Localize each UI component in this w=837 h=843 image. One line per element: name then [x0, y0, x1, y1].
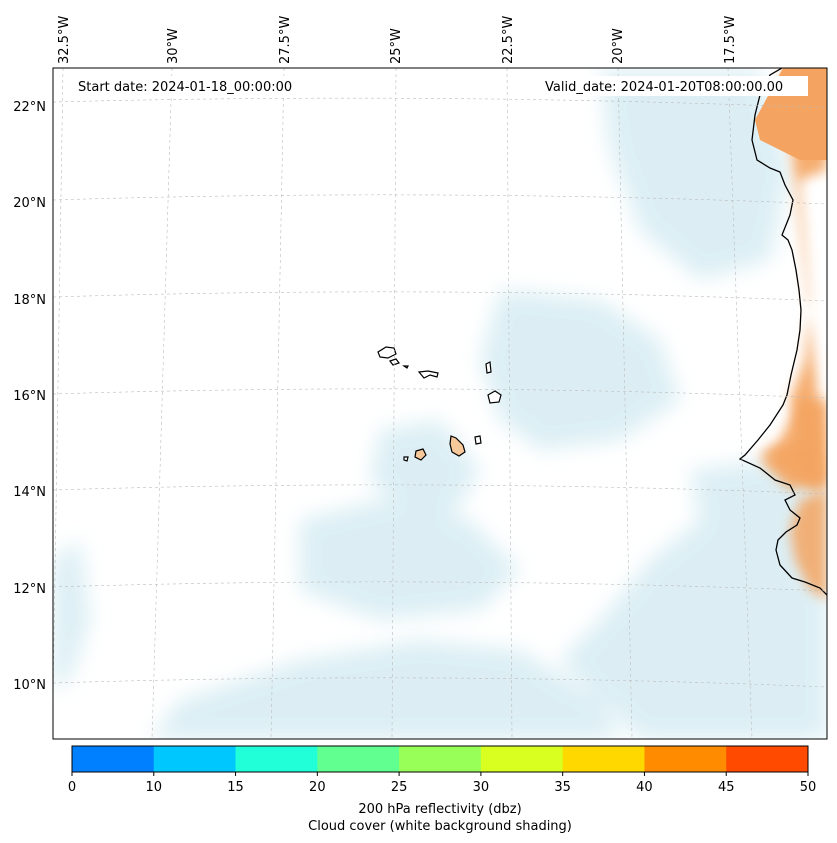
- cloud-band-bottom: [150, 640, 620, 739]
- start-date-text: Start date: 2024-01-18_00:00:00: [78, 80, 292, 95]
- island-maio: [474, 435, 482, 445]
- lon-label: 17.5°W: [723, 16, 738, 64]
- colorbar-ticks: 0 10 15 20 25 30 35 40 45 50: [68, 772, 816, 795]
- colorbar-tick-label: 25: [391, 780, 408, 795]
- island-boa-vista: [487, 390, 502, 404]
- colorbar-label-line1: 200 hPa reflectivity (dbz): [358, 802, 521, 817]
- colorbar-tick-label: 40: [636, 780, 653, 795]
- lon-label: 22.5°W: [501, 16, 516, 64]
- meridian-27-5w: [270, 68, 285, 739]
- colorbar-segment: [562, 746, 645, 772]
- colorbar-segment: [235, 746, 318, 772]
- colorbar-tick-label: 10: [146, 780, 163, 795]
- cloud-band-central: [480, 290, 680, 450]
- map-frame: [52, 67, 828, 740]
- lon-label: 27.5°W: [278, 16, 293, 64]
- lat-label: 12°N: [13, 582, 46, 597]
- start-date-box: [70, 76, 320, 96]
- lon-label: 20°W: [611, 28, 626, 64]
- latitude-labels: 22°N 20°N 18°N 16°N 14°N 12°N 10°N: [13, 100, 46, 693]
- colorbar-segment: [317, 746, 400, 772]
- colorbar-segment: [726, 746, 809, 772]
- lat-label: 18°N: [13, 293, 46, 308]
- map-panel: Start date: 2024-01-18_00:00:00 Valid_da…: [53, 68, 827, 739]
- island-santiago: [449, 435, 466, 457]
- meridian-17-5w: [727, 68, 753, 739]
- cloud-band-west: [53, 540, 90, 690]
- colorbar-tick-label: 45: [718, 780, 735, 795]
- island-brava: [403, 456, 409, 462]
- valid-date-box: [537, 76, 808, 96]
- cloud-cover-shading: [53, 70, 827, 739]
- parallel-18n: [53, 291, 827, 302]
- parallel-22n: [53, 97, 827, 109]
- colorbar-segment: [480, 746, 564, 772]
- meridian-30w: [151, 68, 173, 739]
- valid-date-text: Valid_date: 2024-01-20T08:00:00.00: [545, 80, 783, 95]
- lat-label: 10°N: [13, 678, 46, 693]
- parallel-12n: [53, 581, 827, 592]
- parallel-14n: [53, 484, 827, 495]
- island-sal: [485, 361, 492, 374]
- colorbar-segments: [72, 746, 809, 772]
- island-santo-antao: [377, 346, 397, 359]
- colorbar-tick-label: 15: [227, 780, 244, 795]
- colorbar: 0 10 15 20 25 30 35 40 45 50 200 hPa reflectivity…: [68, 745, 816, 834]
- meridian-25w: [391, 68, 397, 739]
- lon-label: 30°W: [166, 28, 181, 64]
- colorbar-tick-label: 20: [309, 780, 326, 795]
- colorbar-segment: [399, 746, 482, 772]
- coastline: [738, 68, 827, 596]
- lon-label: 25°W: [389, 28, 404, 64]
- island-santa-luzia: [402, 365, 409, 369]
- parallel-20n: [53, 194, 827, 205]
- meridian-22-5w: [506, 68, 513, 739]
- colorbar-frame: [71, 745, 809, 773]
- colorbar-segment: [153, 746, 237, 772]
- colorbar-tick-label: 35: [554, 780, 571, 795]
- cloud-band-mid-south: [300, 500, 520, 620]
- colorbar-tick-label: 0: [68, 780, 76, 795]
- island-sao-nicolau: [417, 370, 439, 379]
- lat-label: 14°N: [13, 485, 46, 500]
- cloud-band-northeast: [600, 70, 790, 280]
- meridian-20w: [617, 68, 633, 739]
- colorbar-label-line2: Cloud cover (white background shading): [308, 819, 572, 834]
- longitude-labels: 32.5°W 30°W 27.5°W 25°W 22.5°W 20°W 17.5…: [57, 16, 738, 64]
- lat-label: 20°N: [13, 196, 46, 211]
- island-fogo: [414, 448, 427, 461]
- lat-label: 16°N: [13, 389, 46, 404]
- cape-verde-islands: [377, 346, 502, 462]
- colorbar-tick-label: 30: [473, 780, 490, 795]
- colorbar-tick-label: 50: [800, 780, 817, 795]
- lat-label: 22°N: [13, 100, 46, 115]
- parallel-10n: [53, 677, 827, 688]
- parallel-16n: [53, 388, 827, 399]
- graticule: [53, 68, 827, 739]
- lon-label: 32.5°W: [57, 16, 72, 64]
- colorbar-segment: [72, 746, 155, 772]
- colorbar-segment: [644, 746, 727, 772]
- cloud-band-right-coast: [560, 460, 827, 739]
